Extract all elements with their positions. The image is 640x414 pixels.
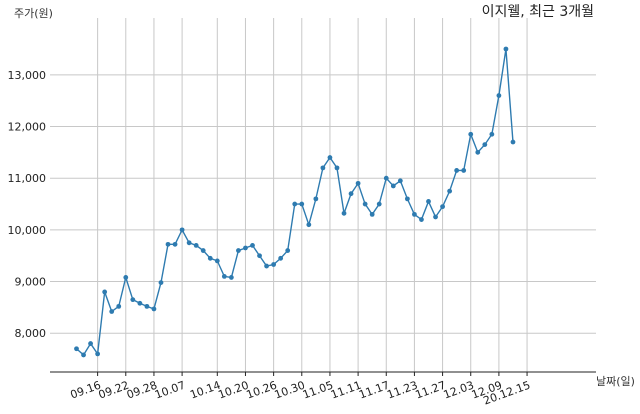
y-tick-label: 10,000 (8, 224, 47, 237)
data-point (461, 168, 467, 173)
y-tick-label: 13,000 (8, 69, 47, 82)
data-point (236, 248, 241, 253)
y-tick-label: 9,000 (15, 276, 47, 289)
data-point (144, 303, 150, 309)
data-point (102, 289, 108, 295)
x-axis-label: 날짜(일) (596, 374, 635, 388)
data-point (200, 248, 206, 253)
data-point (426, 199, 431, 204)
data-point (440, 204, 445, 210)
data-point (285, 248, 291, 253)
data-point (151, 306, 157, 312)
data-point (489, 131, 495, 137)
data-point (341, 210, 347, 216)
chart-title: 이지웰, 최근 3개월 (482, 4, 594, 20)
data-point (355, 180, 361, 186)
data-point (412, 211, 417, 217)
data-point (404, 196, 410, 202)
data-point (95, 351, 101, 357)
data-point (292, 201, 298, 207)
data-point (327, 155, 333, 160)
data-point (306, 222, 312, 228)
data-point (376, 201, 382, 207)
data-point (447, 188, 453, 194)
y-axis-label: 주가(원) (14, 7, 53, 20)
y-tick-label: 12,000 (8, 121, 47, 134)
data-point (475, 149, 481, 155)
data-point (334, 165, 340, 171)
data-point (454, 168, 460, 173)
data-point (214, 258, 220, 264)
y-tick-label: 11,000 (8, 172, 47, 185)
y-axis-ticks: 8,000 9,000 10,000 11,000 12,000 13,000 (8, 69, 47, 340)
data-point (221, 273, 227, 279)
data-point (503, 46, 509, 52)
data-point (369, 211, 375, 217)
data-point (482, 142, 488, 148)
data-point (397, 178, 403, 184)
data-point (165, 241, 171, 247)
data-point (362, 201, 368, 207)
x-tick-label: 10.07 (153, 379, 187, 402)
data-point (433, 214, 438, 220)
y-tick-label: 8,000 (15, 327, 47, 340)
data-point (74, 346, 79, 352)
data-point (271, 262, 277, 267)
price-series (74, 46, 516, 358)
data-point (172, 241, 178, 247)
data-point (81, 352, 86, 358)
data-point (278, 255, 284, 261)
data-point (88, 341, 93, 346)
data-point (257, 253, 262, 259)
data-point (250, 242, 255, 248)
grid (50, 18, 596, 372)
data-point (123, 275, 129, 280)
data-point (109, 309, 115, 314)
data-point (468, 131, 474, 137)
data-point (130, 297, 136, 303)
data-point (320, 165, 326, 171)
data-point (348, 191, 354, 197)
data-point (207, 255, 213, 261)
data-point (313, 196, 319, 202)
data-point (228, 275, 234, 280)
data-point (137, 300, 143, 306)
data-point (390, 183, 396, 189)
data-point (419, 217, 424, 222)
data-point (243, 245, 248, 251)
data-point (179, 227, 185, 233)
data-point (264, 263, 269, 269)
data-point (158, 280, 164, 285)
data-point (510, 139, 516, 145)
data-point (186, 240, 192, 246)
data-point (193, 242, 199, 248)
data-point (299, 201, 305, 207)
data-point (496, 93, 502, 98)
data-point (116, 303, 122, 309)
data-point (383, 175, 389, 181)
